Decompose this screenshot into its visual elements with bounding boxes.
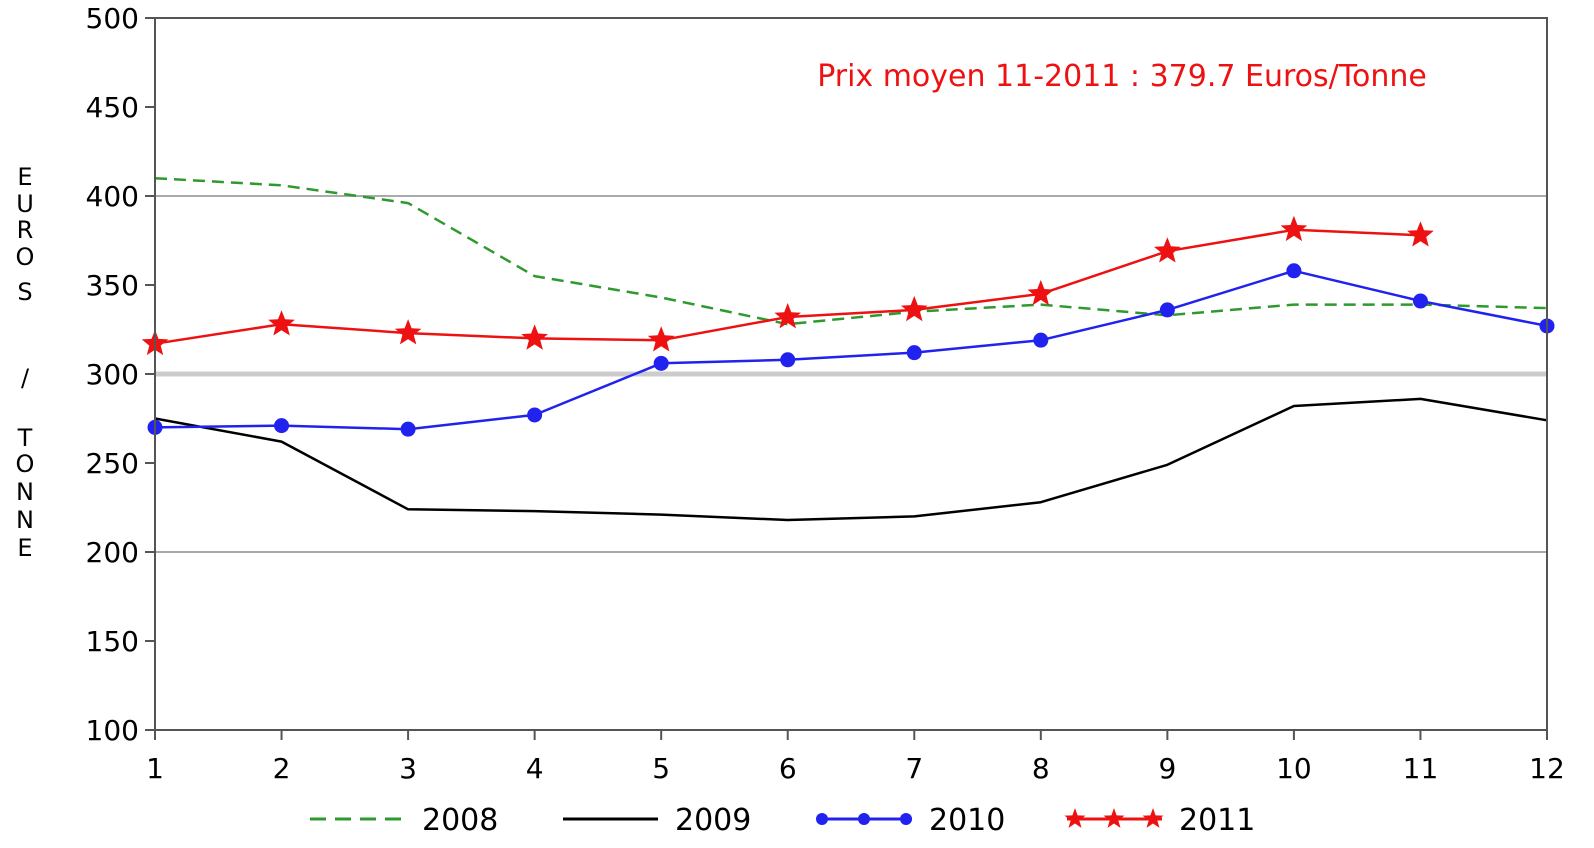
data-point-2010 [780,352,796,368]
y-axis-label-char: U [16,190,34,218]
data-point-2010 [1412,293,1428,309]
data-point-2011 [1027,279,1055,306]
y-tick-label: 300 [86,358,139,391]
y-tick-label: 100 [86,714,139,747]
y-tick-label: 250 [86,447,139,480]
series-line-2009 [154,397,1548,522]
y-tick-label: 500 [86,2,139,35]
x-tick-label: 1 [146,752,164,785]
y-tick-label: 350 [86,269,139,302]
y-axis-label: E U R O S / T O N N E [16,163,35,562]
data-point-2011 [394,319,422,345]
data-point-2011 [647,326,675,352]
y-axis-label-char: S [17,278,32,306]
x-tick-label: 11 [1403,752,1439,785]
reference-lines [155,195,1547,553]
x-tick-label: 3 [399,752,417,785]
legend-marker-2010 [816,813,828,825]
y-tick-label: 150 [86,625,139,658]
y-axis-label-char: N [16,478,34,506]
x-axis-ticks: 1 2 3 4 5 6 7 8 9 10 11 12 [146,730,1565,785]
legend-marker-2010 [858,813,870,825]
x-tick-label: 4 [526,752,544,785]
chart-annotation: Prix moyen 11-2011 : 379.7 Euros/Tonne [817,59,1427,94]
y-axis-label-char: O [16,450,35,478]
y-axis-ticks: 100 150 200 250 300 350 400 450 500 [86,2,155,747]
legend: 2008 2009 2010 2011 [310,803,1255,838]
legend-marker-2010 [900,813,912,825]
data-point-2011 [1280,215,1308,242]
data-point-2011 [1407,221,1434,247]
data-point-2010 [1159,302,1175,318]
series-line-2008 [154,176,1548,326]
x-tick-label: 10 [1276,752,1312,785]
legend-marker-2011 [1064,808,1086,828]
y-axis-label-char: O [16,243,35,271]
legend-label-2008: 2008 [422,803,498,838]
data-point-2011 [1154,237,1181,263]
data-point-2010 [400,421,416,437]
y-axis-label-char: R [17,216,34,244]
legend-marker-2011 [1142,808,1164,828]
x-tick-label: 2 [273,752,291,785]
data-point-2010 [906,345,922,361]
legend-label-2010: 2010 [929,803,1005,838]
y-axis-label-char: N [16,506,34,534]
x-tick-label: 7 [905,752,923,785]
y-axis-label-char: T [17,424,33,452]
x-tick-label: 12 [1529,752,1565,785]
data-point-2010 [527,407,543,423]
x-tick-label: 9 [1158,752,1176,785]
data-point-2010 [1286,263,1302,279]
series-layer [141,176,1555,522]
data-point-2010 [1033,332,1049,348]
legend-label-2009: 2009 [675,803,751,838]
y-tick-label: 400 [86,180,139,213]
plot-frame [154,17,1548,731]
data-point-2011 [521,324,548,350]
x-tick-label: 6 [779,752,797,785]
y-axis-label-char: E [17,534,32,562]
y-tick-label: 450 [86,91,139,124]
y-axis-label-char: E [17,163,32,191]
x-tick-label: 5 [652,752,670,785]
y-tick-label: 200 [86,536,139,569]
series-line-2010 [154,269,1548,431]
legend-label-2011: 2011 [1179,803,1255,838]
data-point-2011 [268,310,295,336]
legend-marker-2011 [1103,808,1125,828]
data-point-2011 [774,303,801,329]
data-point-2010 [274,418,290,434]
x-tick-label: 8 [1032,752,1050,785]
series-line-2011 [154,228,1421,345]
data-point-2011 [901,295,928,322]
data-point-2010 [653,355,669,371]
y-axis-label-char: / [21,364,30,392]
